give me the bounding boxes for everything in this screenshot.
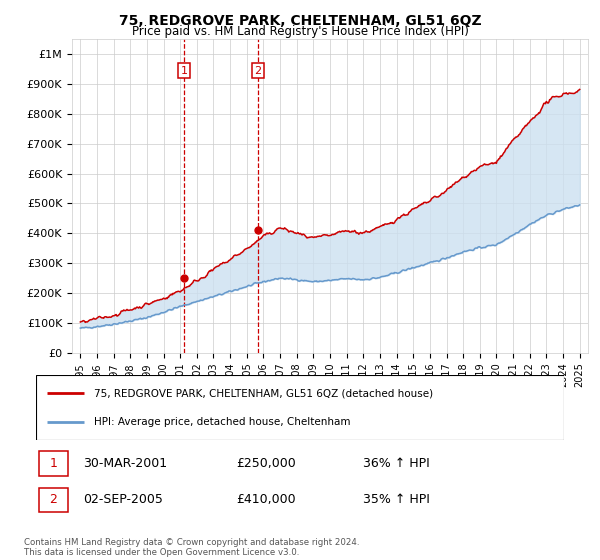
Text: 1: 1 bbox=[181, 66, 188, 76]
Text: HPI: Average price, detached house, Cheltenham: HPI: Average price, detached house, Chel… bbox=[94, 417, 350, 427]
Text: 02-SEP-2005: 02-SEP-2005 bbox=[83, 493, 163, 506]
Text: £410,000: £410,000 bbox=[236, 493, 296, 506]
Text: Contains HM Land Registry data © Crown copyright and database right 2024.
This d: Contains HM Land Registry data © Crown c… bbox=[24, 538, 359, 557]
Text: 35% ↑ HPI: 35% ↑ HPI bbox=[364, 493, 430, 506]
Text: 75, REDGROVE PARK, CHELTENHAM, GL51 6QZ (detached house): 75, REDGROVE PARK, CHELTENHAM, GL51 6QZ … bbox=[94, 388, 433, 398]
Text: 2: 2 bbox=[254, 66, 262, 76]
FancyBboxPatch shape bbox=[38, 451, 68, 475]
Text: 2: 2 bbox=[49, 493, 57, 506]
Text: 36% ↑ HPI: 36% ↑ HPI bbox=[364, 457, 430, 470]
FancyBboxPatch shape bbox=[36, 375, 564, 440]
Text: 75, REDGROVE PARK, CHELTENHAM, GL51 6QZ: 75, REDGROVE PARK, CHELTENHAM, GL51 6QZ bbox=[119, 14, 481, 28]
Text: 30-MAR-2001: 30-MAR-2001 bbox=[83, 457, 167, 470]
FancyBboxPatch shape bbox=[38, 488, 68, 512]
Text: £250,000: £250,000 bbox=[236, 457, 296, 470]
Text: 1: 1 bbox=[49, 457, 57, 470]
Text: Price paid vs. HM Land Registry's House Price Index (HPI): Price paid vs. HM Land Registry's House … bbox=[131, 25, 469, 38]
